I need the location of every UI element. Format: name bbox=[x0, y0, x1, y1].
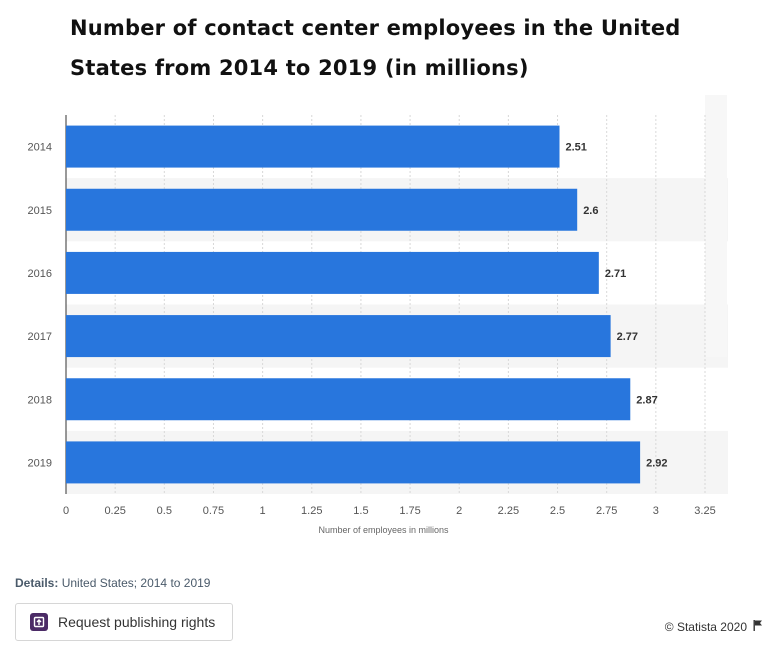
y-tick-label: 2015 bbox=[28, 205, 52, 217]
y-tick-label: 2018 bbox=[28, 394, 52, 406]
bar-2014 bbox=[66, 125, 560, 168]
data-label: 2.6 bbox=[583, 205, 598, 217]
x-tick-label: 0.5 bbox=[157, 505, 172, 517]
details-value: United States; 2014 to 2019 bbox=[61, 576, 211, 590]
bar-2016 bbox=[66, 251, 599, 294]
x-tick-label: 0.75 bbox=[203, 505, 224, 517]
x-axis-label: Number of employees in millions bbox=[318, 525, 449, 535]
x-tick-label: 2.25 bbox=[498, 505, 519, 517]
flag-icon[interactable] bbox=[753, 620, 763, 634]
bar-2018 bbox=[66, 378, 631, 421]
y-tick-label: 2019 bbox=[28, 457, 52, 469]
x-tick-label: 3.25 bbox=[694, 505, 715, 517]
data-label: 2.77 bbox=[617, 331, 638, 343]
x-tick-label: 1 bbox=[260, 505, 266, 517]
details-text: Details: United States; 2014 to 2019 bbox=[15, 576, 210, 590]
copyright-text: © Statista 2020 bbox=[664, 620, 747, 634]
data-label: 2.71 bbox=[605, 268, 626, 280]
x-tick-label: 2 bbox=[456, 505, 462, 517]
y-tick-label: 2014 bbox=[28, 142, 52, 154]
x-tick-label: 2.75 bbox=[596, 505, 617, 517]
request-button-label: Request publishing rights bbox=[58, 614, 216, 630]
y-tick-label: 2016 bbox=[28, 268, 52, 280]
x-tick-label: 1.5 bbox=[353, 505, 368, 517]
data-label: 2.51 bbox=[566, 142, 587, 154]
y-tick-label: 2017 bbox=[28, 331, 52, 343]
data-label: 2.92 bbox=[646, 457, 667, 469]
data-label: 2.87 bbox=[636, 394, 657, 406]
bar-2015 bbox=[66, 188, 578, 231]
chart-title: Number of contact center employees in th… bbox=[70, 16, 681, 80]
x-tick-label: 1.25 bbox=[301, 505, 322, 517]
x-tick-label: 2.5 bbox=[550, 505, 565, 517]
x-tick-label: 0 bbox=[63, 505, 69, 517]
details-label: Details: bbox=[15, 576, 59, 590]
publish-icon bbox=[30, 613, 48, 631]
plot-gutter bbox=[705, 95, 727, 357]
x-tick-label: 0.25 bbox=[104, 505, 125, 517]
x-tick-label: 3 bbox=[653, 505, 659, 517]
x-tick-label: 1.75 bbox=[399, 505, 420, 517]
bar-2019 bbox=[66, 441, 641, 484]
request-publishing-rights-button[interactable]: Request publishing rights bbox=[15, 603, 233, 641]
footer: © Statista 2020 bbox=[665, 620, 763, 634]
bar-2017 bbox=[66, 315, 611, 358]
